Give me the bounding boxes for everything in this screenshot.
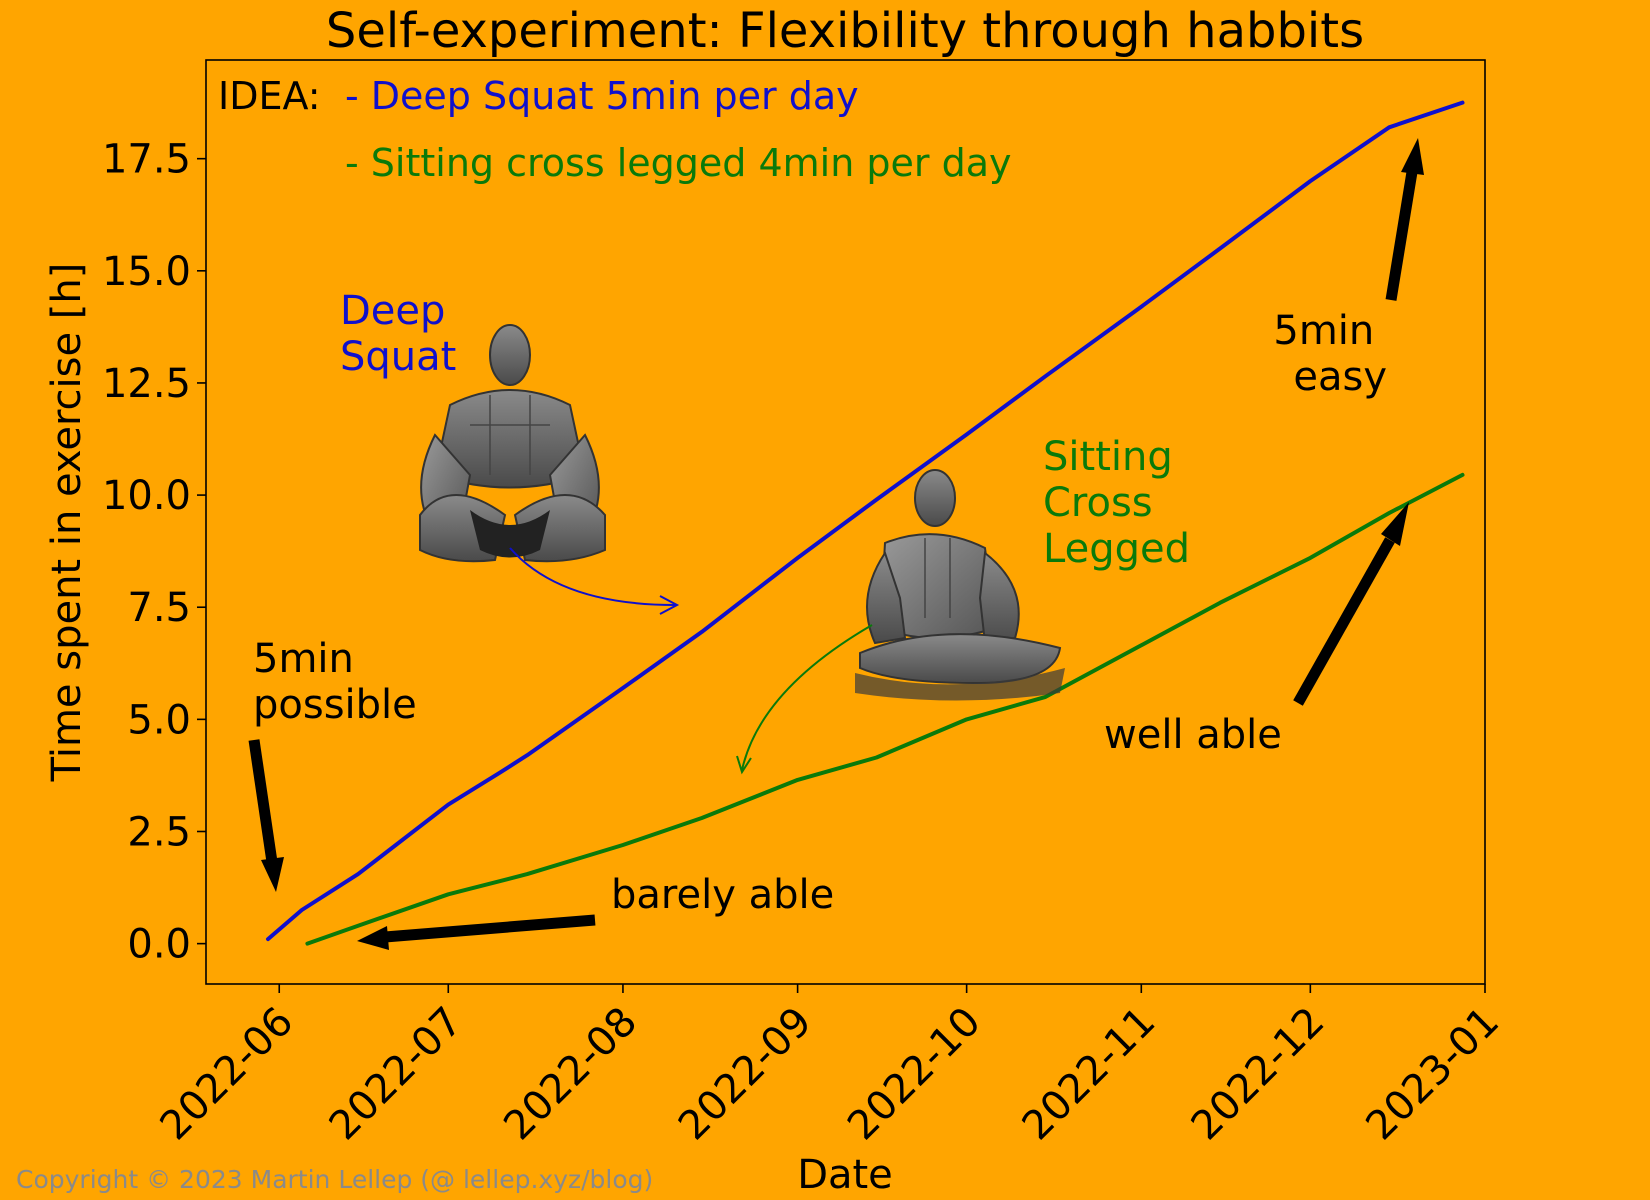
series-layer: [266, 100, 1465, 946]
x-tick-label: 2023-01: [1357, 999, 1508, 1150]
squat-pointer-arrow: [509, 547, 680, 615]
series-line-cross-legged: [305, 472, 1465, 946]
annotation-possible: 5min possible: [253, 636, 417, 728]
copyright-text: Copyright © 2023 Martin Lellep (@ lellep…: [16, 1165, 653, 1194]
x-axis-label: Date: [797, 1152, 893, 1198]
cross-legged-pointer-arrow: [736, 624, 873, 775]
idea-line-cross-legged: - Sitting cross legged 4min per day: [345, 141, 1011, 185]
cross-legged-label-line: Sitting: [1043, 434, 1173, 480]
cross-legged-label-line: Cross: [1043, 480, 1153, 526]
y-tick-label: 0.0: [127, 922, 191, 968]
cross-legged-label-line: Legged: [1043, 526, 1190, 572]
x-tick-label: 2022-06: [152, 999, 303, 1150]
arrow-barely: [357, 914, 596, 950]
annotation-easy-line: 5min: [1273, 308, 1374, 354]
deep-squat-label: Deep Squat: [340, 288, 458, 380]
cross-legged-label: Sitting Cross Legged: [1043, 434, 1190, 572]
deep-squat-label-line: Squat: [340, 334, 456, 380]
y-tick-label: 10.0: [102, 473, 191, 519]
plot-area: [205, 59, 1486, 985]
y-tick-label: 12.5: [102, 361, 191, 407]
x-tick-label: 2022-11: [1014, 999, 1165, 1150]
annotation-barely: barely able: [611, 872, 834, 918]
x-tick-label: 2022-12: [1183, 999, 1334, 1150]
x-tick-label: 2022-09: [670, 999, 821, 1150]
series-line-deep-squat: [266, 100, 1465, 942]
idea-line-deep-squat: - Deep Squat 5min per day: [345, 74, 859, 118]
deep-squat-figure: [419, 324, 606, 563]
arrow-easy: [1385, 138, 1424, 301]
y-tick-label: 17.5: [102, 137, 191, 183]
idea-label: IDEA:: [218, 74, 321, 118]
chart-title: Self-experiment: Flexibility through hab…: [326, 3, 1364, 59]
x-tick-label: 2022-10: [839, 999, 990, 1150]
x-tick-label: 2022-08: [495, 999, 646, 1150]
y-tick-label: 7.5: [127, 585, 191, 631]
y-axis-label: Time spent in exercise [h]: [44, 263, 90, 783]
annotation-possible-line: possible: [253, 682, 417, 728]
annotation-possible-line: 5min: [253, 636, 354, 682]
annotation-easy: 5min easy: [1273, 308, 1387, 400]
x-axis: 2022-06 2022-07 2022-08 2022-09 2022-10 2022-…: [152, 984, 1508, 1149]
y-tick-label: 2.5: [127, 809, 191, 855]
x-tick-label: 2022-07: [321, 999, 472, 1150]
cross-legged-figure: [855, 469, 1065, 701]
y-tick-label: 5.0: [127, 697, 191, 743]
arrow-well: [1293, 502, 1409, 706]
annotation-well: well able: [1104, 712, 1282, 758]
arrow-possible: [248, 739, 284, 892]
deep-squat-label-line: Deep: [340, 288, 445, 334]
annotation-easy-line: easy: [1293, 354, 1387, 400]
y-tick-label: 15.0: [102, 249, 191, 295]
y-axis: 0.0 2.5 5.0 7.5 10.0 12.5 15.0 17.5: [102, 137, 206, 968]
